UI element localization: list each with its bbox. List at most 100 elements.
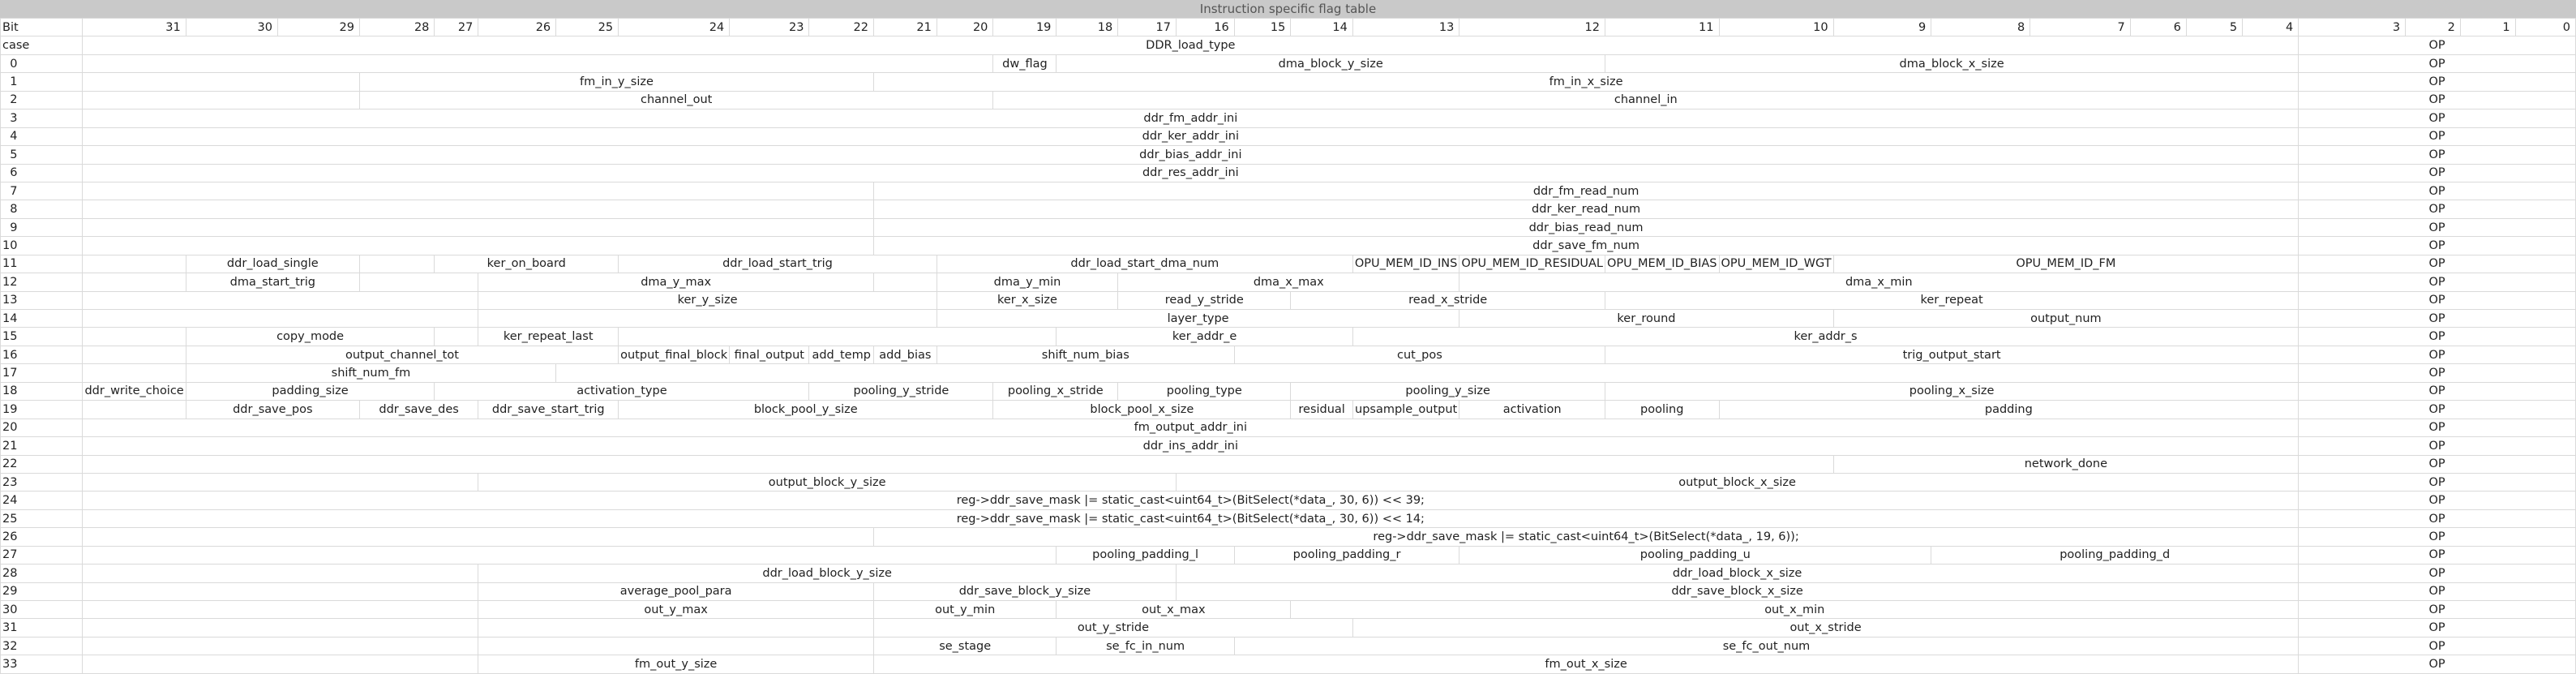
table-row: 29 average_pool_para ddr_save_block_y_size…	[0, 582, 2576, 602]
bit-field: ddr_fm_read_num	[872, 181, 2300, 201]
bit-field: dma_y_max	[478, 273, 874, 292]
bit-field: ddr_res_addr_ini	[82, 163, 2300, 182]
empty-bit-field	[82, 72, 360, 92]
op-field: OP	[2298, 345, 2576, 365]
bit-number: 19	[992, 17, 1057, 37]
bit-number: 20	[936, 17, 994, 37]
case-number: 12	[0, 273, 84, 292]
bit-number: 13	[1352, 17, 1460, 37]
bit-field: channel_out	[358, 90, 994, 110]
op-field: OP	[2298, 163, 2576, 182]
empty-bit-field	[82, 618, 479, 638]
op-field: OP	[2298, 308, 2576, 328]
bit-field: output_block_x_size	[1175, 472, 2300, 492]
op-field: OP	[2298, 636, 2576, 656]
bit-field: cut_pos	[1233, 345, 1606, 365]
table-row: 11 ddr_load_single ker_on_board ddr_load_st…	[0, 254, 2576, 274]
empty-bit-field	[82, 345, 186, 365]
case-number: 14	[0, 308, 84, 328]
bit-field: dma_x_min	[1459, 273, 2300, 292]
bit-number: 0	[2514, 17, 2576, 37]
bit-field: block_pool_y_size	[618, 400, 994, 419]
bit-field: average_pool_para	[478, 582, 874, 602]
bit-field: output_final_block	[618, 345, 731, 365]
case-number: 2	[0, 90, 84, 110]
case-number: 11	[0, 254, 84, 274]
bit-field: reg->ddr_save_mask |= static_cast<uint64…	[872, 527, 2300, 547]
bit-field: ddr_write_choice	[82, 381, 186, 401]
table-row: 14 layer_type ker_round output_num OP	[0, 308, 2576, 328]
bit-field: ddr_save_start_trig	[478, 400, 619, 419]
bit-field: ddr_load_single	[185, 254, 360, 274]
bit-number: 26	[478, 17, 557, 37]
table-row: 0 dw_flag dma_block_y_size dma_block_x_size…	[0, 54, 2576, 74]
bit-field: block_pool_x_size	[992, 400, 1292, 419]
op-field: OP	[2298, 582, 2576, 602]
op-field: OP	[2298, 290, 2576, 311]
table-row: 20 fm_output_addr_ini OP	[0, 418, 2576, 438]
empty-bit-field	[478, 308, 937, 328]
bit-field: out_y_max	[478, 599, 874, 620]
bit-field: ddr_load_block_y_size	[478, 564, 1177, 583]
table-row: 31 out_y_stride out_x_stride OP	[0, 618, 2576, 638]
bit-field: pooling_type	[1117, 381, 1292, 401]
op-field: OP	[2298, 109, 2576, 128]
case-number: 30	[0, 599, 84, 620]
case-number: 9	[0, 217, 84, 238]
bit-field: ker_round	[1459, 308, 1834, 328]
empty-bit-field	[82, 472, 479, 492]
bit-number: 30	[185, 17, 278, 37]
op-field: OP	[2298, 454, 2576, 474]
bit-number: 31	[82, 17, 186, 37]
table-row: 24 reg->ddr_save_mask |= static_cast<uint…	[0, 491, 2576, 510]
case-number: 8	[0, 200, 84, 219]
bit-field: ddr_ins_addr_ini	[82, 436, 2300, 456]
op-field: OP	[2298, 363, 2576, 383]
op-field: OP	[2298, 472, 2576, 492]
bit-field: fm_in_x_size	[872, 72, 2300, 92]
bit-field: dma_y_min	[936, 273, 1119, 292]
bit-field: copy_mode	[185, 327, 435, 346]
case-number: 24	[0, 491, 84, 510]
table-row: 19 ddr_save_pos ddr_save_des ddr_save_start…	[0, 400, 2576, 419]
case-number: 5	[0, 145, 84, 165]
bit-field: ker_repeat_last	[478, 327, 619, 346]
bit-field: pooling_padding_r	[1233, 545, 1460, 565]
case-number: 1	[0, 72, 84, 92]
case-number: 3	[0, 109, 84, 128]
case-number: 26	[0, 527, 84, 547]
flag-table: Bit 31 30 29 28 27 26 25 24 23 22 21 20 19 18 17 16 15 14 1…	[0, 17, 2576, 674]
case-number: 20	[0, 418, 84, 438]
empty-bit-field	[82, 273, 186, 292]
empty-bit-field	[82, 655, 479, 674]
bit-number: 14	[1290, 17, 1353, 37]
bit-field: out_y_min	[872, 599, 1057, 620]
empty-bit-field	[82, 217, 874, 238]
bit-field: fm_in_y_size	[358, 72, 874, 92]
bit-field: ddr_bias_addr_ini	[82, 145, 2300, 165]
table-row: 32 se_stage se_fc_in_num se_fc_out_num OP	[0, 636, 2576, 656]
bit-field: dma_block_y_size	[1056, 54, 1605, 74]
empty-bit-field	[82, 363, 186, 383]
bit-field: pooling_y_size	[1290, 381, 1605, 401]
table-row: 23 output_block_y_size output_block_x_size…	[0, 472, 2576, 492]
empty-bit-field	[82, 290, 479, 311]
table-row: 1 fm_in_y_size fm_in_x_size OP	[0, 72, 2576, 92]
bit-field: ddr_save_fm_num	[872, 236, 2300, 255]
empty-bit-field	[82, 308, 479, 328]
empty-bit-field	[358, 254, 435, 274]
bit-field: OPU_MEM_ID_FM	[1832, 254, 2300, 274]
empty-bit-field	[82, 400, 186, 419]
bit-field: dw_flag	[992, 54, 1057, 74]
bit-number: 24	[618, 17, 731, 37]
table-row: 33 fm_out_y_size fm_out_x_size OP	[0, 655, 2576, 674]
bit-field: output_block_y_size	[478, 472, 1177, 492]
bit-field: OPU_MEM_ID_INS	[1352, 254, 1460, 274]
case-number: 23	[0, 472, 84, 492]
empty-bit-field	[82, 454, 1834, 474]
bit-field: ker_y_size	[478, 290, 937, 311]
bit-field: read_x_stride	[1290, 290, 1605, 311]
empty-bit-field	[618, 327, 1057, 346]
bit-number: 1	[2459, 17, 2516, 37]
bit-field: shift_num_bias	[936, 345, 1235, 365]
